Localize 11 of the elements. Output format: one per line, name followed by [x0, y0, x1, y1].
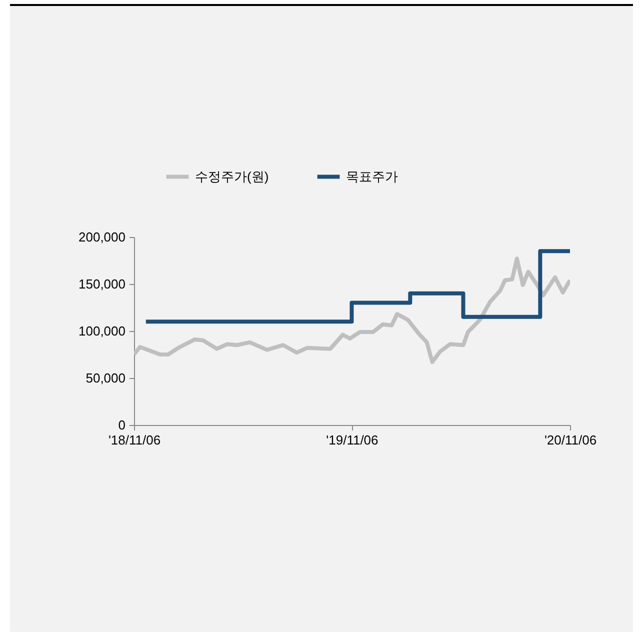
- y-tick-label: 0: [118, 418, 126, 432]
- legend-label: 수정주가(원): [195, 168, 269, 184]
- y-tick-label: 50,000: [86, 370, 126, 386]
- y-tick-label: 200,000: [78, 230, 126, 244]
- legend-label: 목표주가: [346, 168, 398, 184]
- line-series: [134, 256, 570, 364]
- x-tick-label: '19/11/06: [326, 432, 378, 448]
- y-tick-label: 100,000: [78, 324, 126, 338]
- x-tick-label: '18/11/06: [108, 432, 161, 448]
- x-tick-label: '20/11/06: [544, 432, 597, 448]
- y-tick-label: 150,000: [78, 276, 126, 292]
